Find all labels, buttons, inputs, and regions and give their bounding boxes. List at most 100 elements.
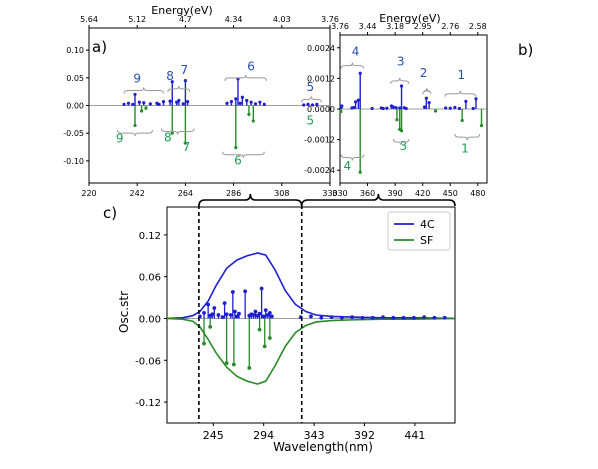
stem-marker-blue [251,313,256,317]
stem-marker-blue [356,98,360,102]
stem-marker-blue [131,102,135,106]
x-tick-label: 245 [203,429,224,442]
group-label-label_green: 1 [461,141,469,155]
stem-marker-blue [232,309,237,314]
top-tick-label: 2.58 [469,22,487,31]
y-tick-label: 0.0024 [307,44,335,53]
stem-marker-blue [122,102,126,106]
group-label-label_green: 6 [234,154,242,168]
stem-marker-blue [259,286,264,291]
top-tick-label: 3.76 [321,15,339,24]
stem-marker-blue [270,314,274,319]
region-brace [300,193,456,207]
stem-marker-blue [381,106,385,111]
y-tick-label: 0.00 [66,102,84,111]
stem-marker-blue [350,315,355,319]
stem-marker-blue [133,92,137,97]
stem-marker-green [358,170,362,174]
stem-marker-blue [225,101,229,105]
group-label-label_blue: 5 [306,80,314,94]
x-tick-label: 286 [226,189,241,198]
stem-marker-blue [181,102,185,106]
stem-marker-blue [148,102,152,106]
group-label-label_green: 8 [164,130,172,144]
stem-marker-blue [262,102,266,106]
panel-c-plot: 245 294 343 392 441 -0.12 -0.06 0.00 0.06 0.12 4C S… [135,193,456,442]
group-label-label_blue: 2 [420,66,428,80]
stem-marker-blue [157,102,161,106]
stem-marker-blue [240,95,244,99]
stem-marker-blue [243,289,248,294]
x-tick-label: 480 [470,189,485,198]
stem-marker-blue [401,315,406,320]
stem-marker-blue [339,315,344,320]
group-label-label_green: 7 [183,140,191,154]
y-tick-label: 0.12 [139,231,161,242]
stem-marker-blue [168,99,172,103]
x-tick-label: 450 [443,189,458,198]
stem-marker-green [183,141,187,145]
stem-marker-blue [222,301,227,306]
stem-marker-blue [394,106,398,110]
x-tick-label: 264 [178,189,193,198]
stem-marker-blue [432,315,437,320]
top-tick-label: 2.76 [441,22,459,31]
stem-marker-blue [137,100,141,104]
curve-4C [166,252,456,320]
stem-marker-green [262,344,267,349]
group-brace [123,87,164,94]
stem-marker-blue [216,313,221,317]
panel-c-label: c) [103,204,117,222]
stem-marker-blue [391,105,395,109]
stem-marker-green [399,129,404,133]
panel-b-plot: 330 3.76 360 3.44 390 3.18 420 2.95 450 2.76 480 2.… [304,22,488,198]
group-label-label_green: 5 [306,113,314,127]
stem-marker-blue [385,106,389,110]
group-label-label_green: 4 [344,159,352,173]
stem-marker-blue [315,102,319,106]
group-brace [422,88,432,95]
stem-marker-blue [310,103,315,107]
group-label-label_blue: 7 [180,63,188,77]
group-brace [340,62,365,69]
stem-marker-blue [183,78,187,83]
stem-marker-green [231,362,236,367]
y-tick-label: -0.06 [135,356,161,367]
stem-marker-green [202,341,206,346]
group-brace [167,85,191,92]
top-tick-label: 3.44 [359,22,377,31]
stem-marker-blue [370,315,375,320]
stem-marker-blue [245,98,249,103]
x-tick-label: 330 [322,189,337,198]
panel-b-label: b) [518,41,533,59]
stem-marker-blue [161,100,166,104]
stem-marker-green [247,112,251,116]
stem-marker-green [479,123,484,128]
y-tick-label: 0.0012 [307,74,335,83]
panel-c-ylabel: Osc.str [117,291,131,333]
x-tick-label: 441 [404,429,425,442]
group-brace [444,90,477,97]
stem-marker-blue [319,315,324,320]
stem-marker-blue [411,315,416,320]
panel-a-label: a) [92,38,107,56]
panel-c-frame [166,206,456,424]
top-tick-label: 4.34 [225,15,243,24]
legend-label-SF: SF [420,234,433,247]
stem-marker-green [251,119,255,123]
stem-marker-blue [249,100,253,104]
y-tick-label: 0.0000 [307,105,335,114]
stem-marker-green [224,361,229,365]
stem-marker-blue [229,100,234,104]
stem-marker-blue [354,100,358,104]
x-tick-label: 390 [387,189,402,198]
stem-marker-blue [427,101,431,105]
stem-marker-blue [237,311,241,316]
stem-marker-blue [340,104,344,108]
stem-marker-green [208,324,213,329]
stem-marker-blue [370,106,374,111]
group-brace [301,96,322,103]
stem-marker-blue [398,106,402,110]
stem-marker-blue [453,105,457,110]
